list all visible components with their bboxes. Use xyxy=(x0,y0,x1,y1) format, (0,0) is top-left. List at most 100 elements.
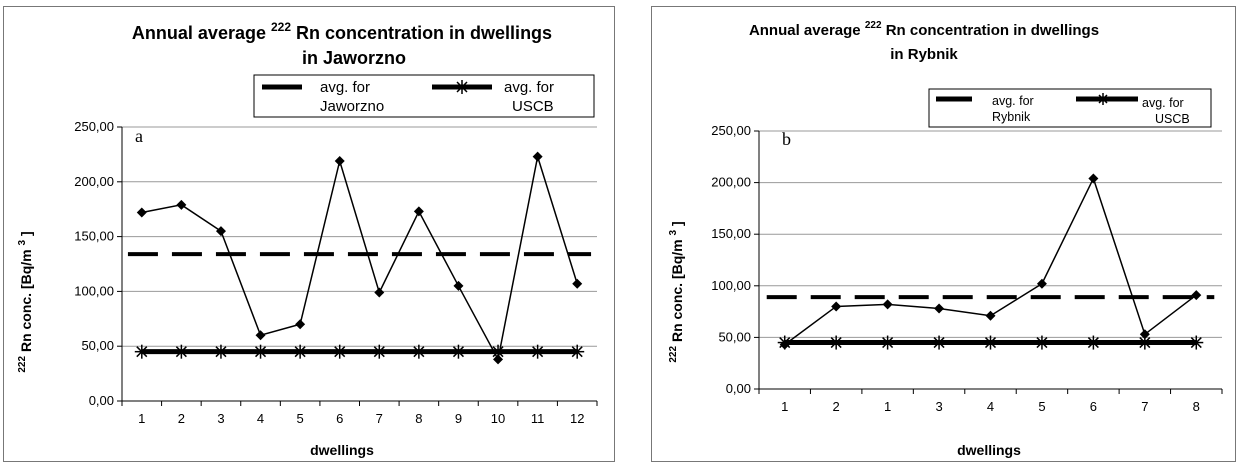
diamond-marker xyxy=(1191,290,1202,301)
diamond-marker xyxy=(136,207,147,218)
chart-jaworzno: Annual average 222 Rn concentration in d… xyxy=(12,15,598,458)
y-tick-label: 100,00 xyxy=(711,278,751,293)
chart-panel-rybnik: Annual average 222 Rn concentration in d… xyxy=(651,6,1236,462)
diamond-marker xyxy=(1036,278,1047,289)
x-axis-title: dwellings xyxy=(310,442,374,458)
legend-label: USCB xyxy=(1155,112,1190,126)
diamond-marker xyxy=(493,354,504,365)
y-tick-label: 150,00 xyxy=(711,226,751,241)
x-tick-label: 3 xyxy=(217,411,224,426)
chart-title-line2: in Rybnik xyxy=(890,46,958,63)
y-tick-label: 0,00 xyxy=(726,381,751,396)
panel-letter: b xyxy=(782,129,791,149)
x-tick-label: 8 xyxy=(415,411,422,426)
asterisk-marker xyxy=(372,344,387,359)
x-tick-label: 5 xyxy=(1038,399,1045,414)
legend-label: avg. for xyxy=(1142,96,1184,110)
x-tick-label: 7 xyxy=(1141,399,1148,414)
asterisk-marker xyxy=(451,344,466,359)
diamond-marker xyxy=(413,206,424,217)
x-tick-label: 4 xyxy=(257,411,264,426)
asterisk-marker xyxy=(1086,335,1101,350)
diamond-marker xyxy=(215,226,226,237)
diamond-marker xyxy=(453,280,464,291)
diamond-marker xyxy=(831,301,842,312)
x-tick-label: 4 xyxy=(987,399,994,414)
legend-label: Jaworzno xyxy=(320,98,384,115)
y-tick-label: 200,00 xyxy=(74,174,114,189)
x-tick-label: 1 xyxy=(884,399,891,414)
diamond-marker xyxy=(295,319,306,330)
diamond-marker xyxy=(1139,329,1150,340)
diamond-marker xyxy=(255,330,266,341)
x-tick-label: 2 xyxy=(178,411,185,426)
y-tick-label: 50,00 xyxy=(718,329,751,344)
asterisk-marker xyxy=(880,335,895,350)
y-tick-label: 200,00 xyxy=(711,175,751,190)
x-tick-label: 2 xyxy=(833,399,840,414)
asterisk-marker xyxy=(253,344,268,359)
diamond-marker xyxy=(985,310,996,321)
x-tick-label: 3 xyxy=(935,399,942,414)
legend: avg. for Jaworzno avg. for USCB xyxy=(253,74,595,118)
legend-asterisk-marker xyxy=(1097,93,1109,105)
asterisk-marker xyxy=(983,335,998,350)
x-tick-label: 8 xyxy=(1193,399,1200,414)
legend-label: avg. for xyxy=(320,79,370,96)
asterisk-marker xyxy=(411,344,426,359)
legend-asterisk-marker xyxy=(455,80,469,94)
x-tick-label: 6 xyxy=(336,411,343,426)
y-tick-label: 250,00 xyxy=(711,123,751,138)
asterisk-marker xyxy=(1137,335,1152,350)
x-tick-label: 6 xyxy=(1090,399,1097,414)
asterisk-marker xyxy=(134,344,149,359)
asterisk-marker xyxy=(932,335,947,350)
diamond-marker xyxy=(572,278,583,289)
chart-rybnik: Annual average 222 Rn concentration in d… xyxy=(663,15,1223,458)
y-axis-title: 222 Rn conc. [Bq/m 3 ] xyxy=(663,221,685,362)
diamond-marker xyxy=(334,155,345,166)
y-tick-label: 0,00 xyxy=(89,393,114,408)
x-axis-title: dwellings xyxy=(957,442,1021,458)
asterisk-marker xyxy=(829,335,844,350)
asterisk-marker xyxy=(332,344,347,359)
x-tick-label: 9 xyxy=(455,411,462,426)
y-tick-label: 250,00 xyxy=(74,119,114,134)
asterisk-marker xyxy=(213,344,228,359)
y-tick-label: 50,00 xyxy=(81,338,114,353)
asterisk-marker xyxy=(1034,335,1049,350)
chart-title-line2: in Jaworzno xyxy=(302,48,406,68)
asterisk-marker xyxy=(777,335,792,350)
chart-panel-jaworzno: Annual average 222 Rn concentration in d… xyxy=(3,6,615,462)
legend: avg. for Rybnik avg. for USCB xyxy=(928,88,1212,128)
x-tick-label: 10 xyxy=(491,411,505,426)
asterisk-marker xyxy=(174,344,189,359)
asterisk-marker xyxy=(1189,335,1204,350)
y-tick-label: 150,00 xyxy=(74,229,114,244)
x-tick-label: 7 xyxy=(376,411,383,426)
diamond-marker xyxy=(532,151,543,162)
diamond-marker xyxy=(176,199,187,210)
diamond-marker xyxy=(934,303,945,314)
x-tick-label: 1 xyxy=(781,399,788,414)
x-tick-label: 12 xyxy=(570,411,584,426)
asterisk-marker xyxy=(491,344,506,359)
asterisk-marker xyxy=(530,344,545,359)
x-tick-label: 11 xyxy=(531,411,545,426)
diamond-marker xyxy=(882,299,893,310)
legend-label: avg. for xyxy=(504,79,554,96)
chart-title: Annual average 222 Rn concentration in d… xyxy=(132,15,552,43)
x-tick-label: 1 xyxy=(138,411,145,426)
x-tick-label: 5 xyxy=(297,411,304,426)
y-axis-title: 222 Rn conc. [Bq/m 3 ] xyxy=(12,231,34,372)
diamond-marker xyxy=(1088,173,1099,184)
legend-label: Rybnik xyxy=(992,110,1031,124)
legend-label: USCB xyxy=(512,98,554,115)
asterisk-marker xyxy=(293,344,308,359)
series-data-line xyxy=(141,156,578,362)
chart-title: Annual average 222 Rn concentration in d… xyxy=(749,15,1099,39)
asterisk-marker xyxy=(570,344,585,359)
diamond-marker xyxy=(374,287,385,298)
y-tick-label: 100,00 xyxy=(74,283,114,298)
panel-letter: a xyxy=(135,126,143,146)
